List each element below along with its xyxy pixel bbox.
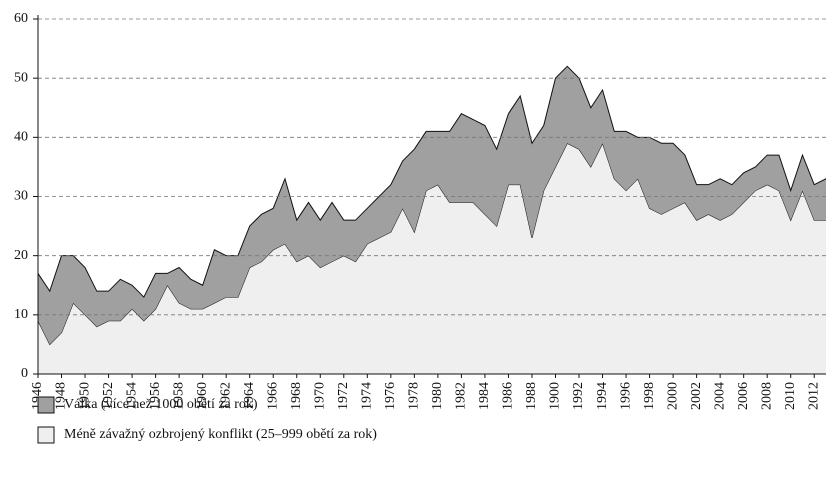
x-tick-label: 1986 (501, 382, 516, 410)
x-tick-label: 2008 (759, 382, 774, 410)
x-tick-label: 1974 (360, 382, 375, 410)
x-tick-label: 1952 (101, 382, 116, 410)
legend-label: Válka (více než 1000 obětí za rok) (64, 397, 258, 412)
x-tick-label: 1972 (336, 382, 351, 410)
area (38, 66, 826, 345)
x-tick-label: 1996 (618, 382, 633, 410)
x-tick-label: 1978 (407, 382, 422, 410)
y-tick-label: 50 (14, 70, 28, 85)
legend-swatch (37, 396, 55, 414)
x-tick-label: 1998 (642, 382, 657, 410)
area (38, 143, 826, 374)
x-tick-label: 1948 (54, 382, 69, 410)
x-tick-label: 1988 (524, 382, 539, 410)
y-tick-label: 20 (14, 248, 28, 263)
x-tick-label: 1970 (312, 382, 327, 410)
y-tick-label: 40 (14, 130, 28, 145)
x-tick-label: 1968 (289, 382, 304, 410)
x-tick-label: 1982 (454, 382, 469, 410)
x-tick-label: 2002 (689, 382, 704, 410)
x-tick-label: 1992 (571, 382, 586, 410)
x-tick-label: 2010 (783, 382, 798, 410)
x-tick-label: 1954 (124, 382, 139, 410)
x-tick-label: 1976 (383, 382, 398, 410)
x-tick-label: 2006 (736, 382, 751, 410)
legend-swatch (37, 426, 55, 444)
x-tick-label: 1958 (171, 382, 186, 410)
legend-label: Méně závažný ozbrojený konflikt (25–999 … (64, 427, 377, 442)
y-tick-label: 10 (14, 307, 28, 322)
x-tick-label: 1980 (430, 382, 445, 410)
x-tick-label: 1956 (148, 382, 163, 410)
y-tick-label: 30 (14, 189, 28, 204)
x-tick-label: 1984 (477, 382, 492, 410)
x-tick-label: 1994 (595, 382, 610, 410)
x-tick-label: 1964 (242, 382, 257, 410)
x-tick-label: 1960 (195, 382, 210, 410)
x-tick-label: 1950 (77, 382, 92, 410)
x-tick-label: 1900 (548, 382, 563, 410)
x-tick-label: 2000 (665, 382, 680, 410)
x-tick-label: 1966 (265, 382, 280, 410)
x-tick-label: 2004 (712, 382, 727, 410)
x-tick-label: 1962 (218, 382, 233, 410)
area-outline (37, 65, 827, 298)
x-tick-label: 2012 (806, 382, 821, 410)
y-tick-label: 60 (14, 11, 28, 26)
y-tick-label: 0 (21, 366, 28, 381)
